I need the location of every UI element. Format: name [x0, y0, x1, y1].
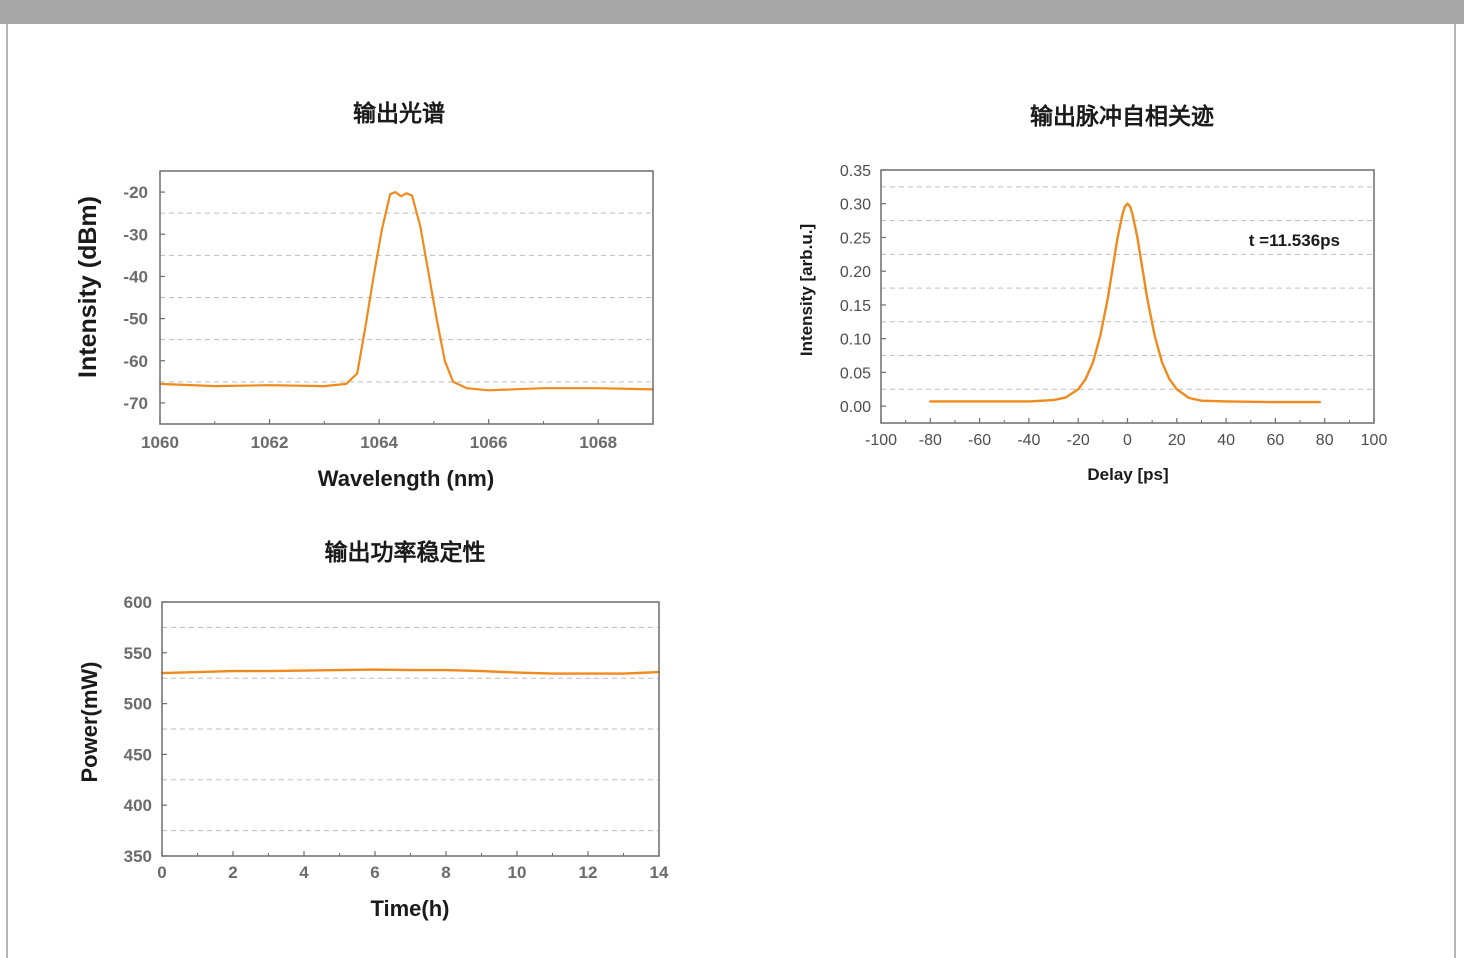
power-xtick-label: 2	[228, 863, 237, 882]
power-ticks: 350 400 450 500 550 600 0 2 4 6 8 10 12 14	[124, 593, 669, 882]
autocorrelation-xtick-label: 40	[1217, 432, 1235, 449]
spectrum-ytick-label: -30	[123, 225, 148, 244]
autocorrelation-xtick-label: -80	[919, 432, 942, 449]
autocorrelation-xtick-label: 60	[1267, 432, 1285, 449]
autocorrelation-ticks: 0.00 0.05 0.10 0.15 0.20 0.25 0.30 0.35 -100 -80 -…	[840, 163, 1388, 449]
power-ytick-label: 400	[124, 796, 152, 815]
spectrum-grid	[160, 212, 653, 383]
spectrum-ylabel: Intensity (dBm)	[74, 196, 102, 378]
spectrum-series-line	[158, 191, 655, 392]
autocorrelation-ytick-label: 0.25	[840, 230, 871, 247]
autocorrelation-ytick-label: 0.35	[840, 163, 871, 180]
autocorrelation-xtick-label: 0	[1123, 432, 1132, 449]
power-xtick-label: 0	[157, 863, 166, 882]
autocorrelation-xtick-label: -40	[1017, 432, 1040, 449]
autocorrelation-ytick-label: 0.05	[840, 365, 871, 382]
spectrum-xtick-label: 1066	[470, 433, 508, 452]
spectrum-title: 输出光谱	[353, 100, 445, 127]
autocorrelation-xtick-label: 20	[1168, 432, 1186, 449]
spectrum-xtick-label: 1060	[141, 433, 179, 452]
power-xtick-label: 4	[299, 863, 309, 882]
top-bar	[0, 0, 1464, 24]
autocorrelation-ytick-label: 0.20	[840, 264, 871, 281]
spectrum-ytick-label: -20	[123, 183, 148, 202]
autocorrelation-ylabel: Intensity [arb.u.]	[797, 224, 816, 356]
autocorrelation-ytick-label: 0.15	[840, 298, 871, 315]
pulse-width-annotation: t =11.536ps	[1249, 231, 1340, 250]
autocorrelation-xtick-label: -100	[865, 432, 897, 449]
power-ytick-label: 550	[124, 644, 152, 663]
spectrum-ytick-label: -60	[123, 352, 148, 371]
spectrum-plot-area	[159, 170, 654, 425]
right-border	[1454, 24, 1456, 958]
power-xtick-label: 12	[579, 863, 598, 882]
autocorrelation-series-line	[929, 202, 1322, 404]
autocorrelation-ytick-label: 0.00	[840, 399, 871, 416]
left-border	[6, 24, 8, 958]
autocorrelation-xlabel: Delay [ps]	[1087, 465, 1168, 484]
spectrum-ytick-label: -50	[123, 310, 148, 329]
autocorrelation-xtick-label: -60	[968, 432, 991, 449]
spectrum-xtick-label: 1062	[251, 433, 289, 452]
power-ytick-label: 600	[124, 593, 152, 612]
power-ylabel: Power(mW)	[77, 662, 102, 783]
spectrum-xtick-label: 1064	[360, 433, 398, 452]
spectrum-ytick-label: -70	[123, 394, 148, 413]
spectrum-ticks: -70 -60 -50 -40 -30 -20 1060 1062 1064 1066 1068	[123, 183, 617, 452]
power-plot-area	[161, 601, 660, 857]
power-series-line	[160, 668, 661, 675]
power-xtick-label: 6	[370, 863, 379, 882]
power-xlabel: Time(h)	[370, 896, 449, 921]
spectrum-xlabel: Wavelength (nm)	[318, 466, 494, 491]
power-ytick-label: 450	[124, 745, 152, 764]
autocorrelation-title: 输出脉冲自相关迹	[1030, 103, 1214, 130]
power-grid	[162, 626, 659, 832]
autocorrelation-xtick-label: 80	[1316, 432, 1334, 449]
autocorrelation-series	[929, 202, 1322, 404]
autocorrelation-xtick-label: -20	[1067, 432, 1090, 449]
power-ytick-label: 350	[124, 847, 152, 866]
power-xtick-label: 10	[508, 863, 527, 882]
autocorrelation-grid	[881, 186, 1374, 390]
power-series	[160, 668, 661, 675]
power-title: 输出功率稳定性	[325, 539, 486, 566]
spectrum-ytick-label: -40	[123, 267, 148, 286]
autocorrelation-plot-area	[880, 169, 1375, 424]
spectrum-xtick-label: 1068	[579, 433, 617, 452]
power-xtick-label: 8	[441, 863, 450, 882]
autocorrelation-xtick-label: 100	[1361, 432, 1388, 449]
power-xtick-label: 14	[650, 863, 669, 882]
autocorrelation-ytick-label: 0.10	[840, 332, 871, 349]
autocorrelation-ytick-label: 0.30	[840, 197, 871, 214]
power-ytick-label: 500	[124, 695, 152, 714]
